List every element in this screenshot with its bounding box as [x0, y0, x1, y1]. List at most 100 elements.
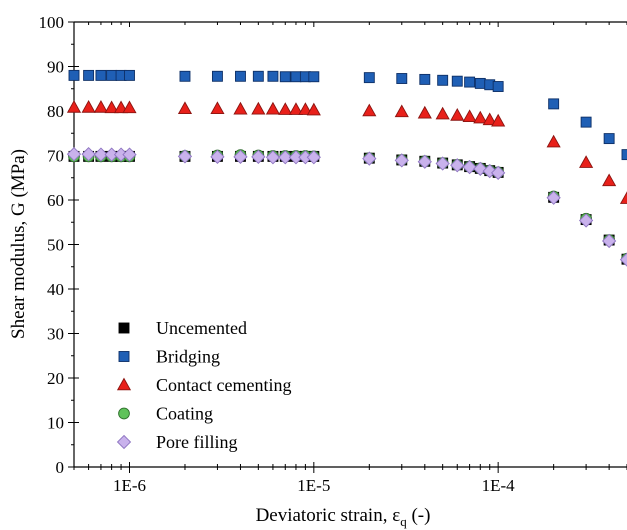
y-tick-label: 90 — [47, 58, 64, 77]
legend-marker — [118, 322, 130, 334]
data-point — [451, 75, 463, 87]
data-point — [417, 105, 432, 119]
data-point — [278, 150, 293, 165]
data-point — [81, 147, 96, 162]
data-point — [265, 101, 280, 115]
data-point — [93, 147, 109, 162]
y-tick-label: 30 — [47, 325, 64, 344]
x-axis: 1E-6 1E-5 1E-4 — [73, 22, 627, 495]
data-point — [417, 154, 432, 169]
legend-marker — [116, 434, 132, 450]
data-point — [233, 149, 248, 164]
data-point — [462, 109, 477, 123]
data-point — [210, 101, 225, 115]
data-point — [546, 134, 561, 148]
legend-label: Coating — [156, 404, 213, 424]
data-point — [362, 103, 377, 117]
data-point — [66, 100, 82, 113]
data-point — [177, 101, 193, 115]
data-point — [177, 149, 193, 164]
data-point — [491, 113, 506, 127]
data-point — [435, 156, 450, 171]
data-point — [579, 155, 594, 168]
data-point — [474, 77, 486, 89]
data-point — [396, 73, 408, 84]
data-point — [450, 158, 465, 173]
x-axis-title-main: Deviatoric strain, ε — [256, 505, 401, 526]
data-point — [450, 108, 465, 121]
data-point — [233, 101, 248, 115]
data-point — [619, 252, 627, 267]
data-point — [251, 101, 266, 115]
data-point — [210, 149, 225, 164]
series-pore-filling — [66, 147, 627, 267]
data-point — [122, 147, 137, 162]
y-tick-label: 80 — [47, 102, 64, 121]
data-point — [437, 74, 449, 86]
data-point — [464, 76, 476, 88]
legend-label: Pore filling — [156, 432, 238, 452]
data-point — [83, 69, 95, 81]
data-point — [601, 233, 617, 249]
x-tick-label: 1E-4 — [482, 476, 516, 495]
legend-label: Contact cementing — [156, 375, 291, 395]
data-point — [308, 71, 320, 83]
data-point — [104, 147, 119, 162]
legend-marker — [118, 351, 130, 362]
y-axis-title: Shear modulus, G (MPa) — [8, 149, 29, 339]
series-bridging — [68, 69, 627, 161]
data-point — [265, 150, 281, 165]
series-uncemented — [68, 150, 627, 265]
data-point — [298, 102, 313, 115]
data-point — [548, 98, 560, 110]
legend-marker — [116, 377, 132, 391]
legend-marker — [118, 407, 130, 420]
plot-frame — [73, 21, 627, 468]
data-point — [419, 73, 431, 85]
legend-label: Uncemented — [156, 318, 247, 338]
y-tick-label: 100 — [39, 13, 65, 32]
data-point — [278, 102, 293, 115]
y-tick-label: 0 — [56, 458, 65, 477]
data-point — [211, 70, 223, 82]
data-point — [124, 69, 135, 81]
data-point — [603, 133, 615, 145]
data-point — [602, 173, 617, 187]
y-tick-label: 10 — [47, 414, 64, 433]
data-point — [122, 100, 137, 114]
legend: Uncemented Bridging Contact cementing Coati… — [116, 318, 291, 452]
y-tick-label: 20 — [47, 369, 64, 388]
y-tick-label: 60 — [47, 191, 64, 210]
y-tick-label: 50 — [47, 236, 64, 255]
data-point — [290, 71, 302, 83]
series-contact-cementing — [66, 100, 627, 204]
data-point — [394, 104, 409, 118]
data-point — [251, 149, 266, 164]
data-point — [473, 110, 488, 124]
data-point — [482, 112, 497, 126]
data-point — [279, 71, 291, 83]
data-point — [288, 102, 304, 115]
data-point — [106, 69, 118, 81]
data-point — [93, 100, 109, 113]
data-point — [81, 100, 96, 113]
data-point — [473, 161, 488, 176]
data-point — [95, 69, 107, 81]
data-point — [66, 147, 82, 162]
data-point — [619, 191, 627, 204]
data-point — [104, 100, 119, 114]
legend-label: Bridging — [156, 347, 220, 367]
data-point — [68, 69, 80, 81]
data-point — [394, 153, 409, 168]
data-point — [252, 70, 264, 82]
data-point — [113, 100, 129, 114]
data-point — [363, 72, 375, 84]
y-axis: 0 10 20 30 40 50 60 70 80 90 100 — [39, 13, 79, 477]
y-tick-label: 70 — [47, 147, 64, 166]
data-point — [179, 70, 191, 82]
data-point — [288, 150, 304, 165]
data-point — [362, 151, 377, 166]
x-axis-title-unit: (-) — [407, 505, 431, 526]
